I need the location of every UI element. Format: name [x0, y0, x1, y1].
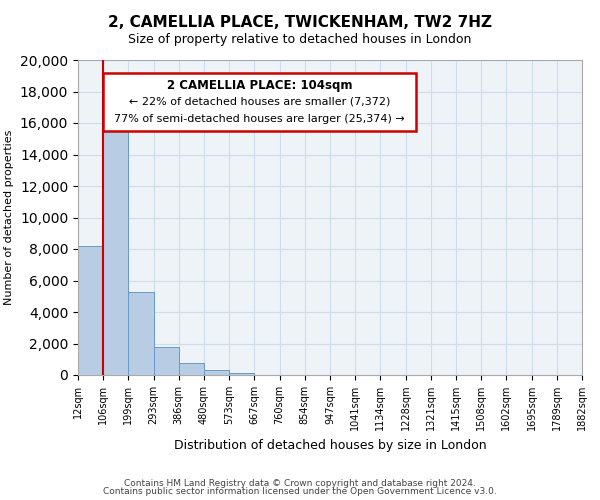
Text: Contains public sector information licensed under the Open Government Licence v3: Contains public sector information licen…	[103, 487, 497, 496]
Text: Contains HM Land Registry data © Crown copyright and database right 2024.: Contains HM Land Registry data © Crown c…	[124, 478, 476, 488]
X-axis label: Distribution of detached houses by size in London: Distribution of detached houses by size …	[173, 438, 487, 452]
Text: 77% of semi-detached houses are larger (25,374) →: 77% of semi-detached houses are larger (…	[114, 114, 405, 124]
Bar	[78, 246, 103, 375]
Bar	[103, 114, 128, 375]
Text: 2, CAMELLIA PLACE, TWICKENHAM, TW2 7HZ: 2, CAMELLIA PLACE, TWICKENHAM, TW2 7HZ	[108, 15, 492, 30]
Bar	[128, 292, 154, 375]
Bar	[229, 372, 254, 375]
Bar	[154, 346, 179, 375]
Text: Size of property relative to detached houses in London: Size of property relative to detached ho…	[128, 32, 472, 46]
Y-axis label: Number of detached properties: Number of detached properties	[4, 130, 14, 305]
Text: 2 CAMELLIA PLACE: 104sqm: 2 CAMELLIA PLACE: 104sqm	[167, 79, 352, 92]
Bar	[179, 363, 204, 375]
Text: ← 22% of detached houses are smaller (7,372): ← 22% of detached houses are smaller (7,…	[129, 96, 390, 106]
FancyBboxPatch shape	[103, 72, 416, 131]
Bar	[204, 370, 229, 375]
